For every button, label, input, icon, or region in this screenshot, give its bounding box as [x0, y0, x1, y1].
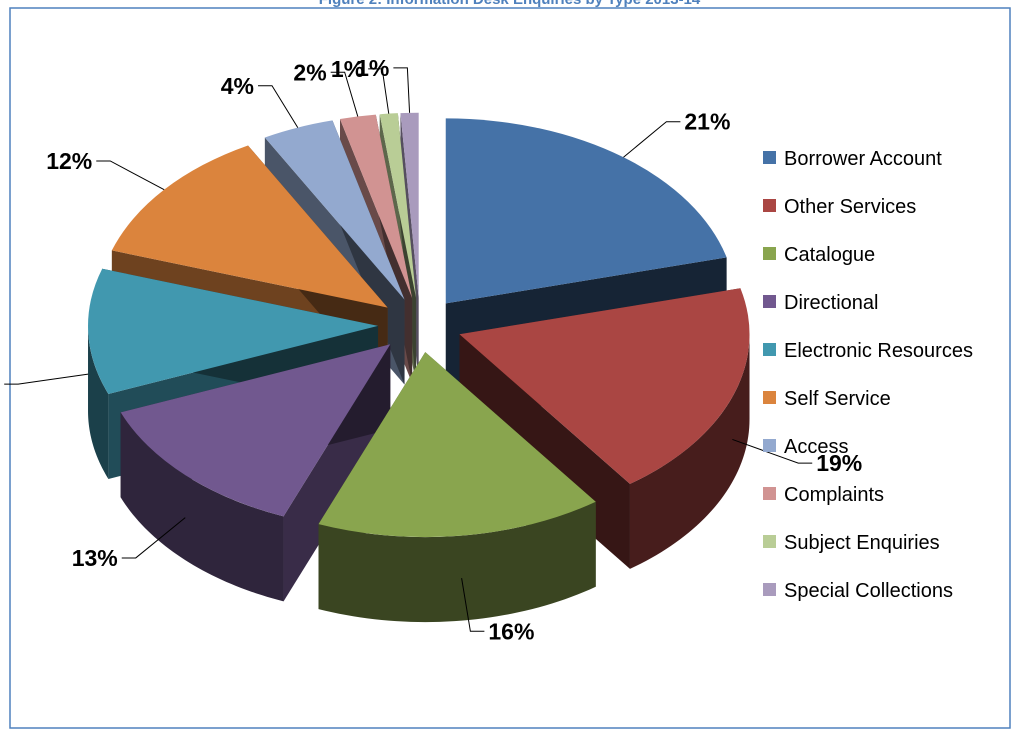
data-labels: 21%19%16%13%11%12%4%2%1%1% [0, 55, 862, 644]
legend-entry-access: Access [763, 436, 848, 458]
data-label-subject-enquiries: 1% [331, 56, 364, 82]
plot-border [9, 7, 1011, 729]
slice-borrower-account[interactable] [445, 118, 727, 304]
data-label-borrower-account: 21% [684, 109, 730, 135]
data-label-access: 4% [221, 73, 254, 99]
legend-label-self-service: Self Service [784, 388, 891, 410]
slice-complaints[interactable] [340, 114, 413, 299]
data-label-catalogue: 16% [488, 618, 534, 644]
legend-label-special-collections: Special Collections [784, 580, 953, 602]
legend-label-subject-enquiries: Subject Enquiries [784, 532, 940, 554]
legend-swatch-catalogue [763, 247, 776, 260]
slice-side-directional [120, 412, 284, 602]
legend-label-directional: Directional [784, 292, 878, 314]
chart-title: Figure 2: Information Desk Enquiries by … [0, 0, 1019, 8]
legend-label-other-services: Other Services [784, 196, 916, 218]
legend-swatch-directional [763, 295, 776, 308]
slice-catalogue[interactable] [318, 352, 596, 538]
legend-entry-borrower-account: Borrower Account [763, 148, 942, 170]
leader-line-electronic-resources [4, 373, 89, 385]
legend-swatch-access [763, 439, 776, 452]
slice-other-services[interactable] [459, 288, 750, 484]
legend-swatch-electronic-resources [763, 343, 776, 356]
slice-subject-enquiries[interactable] [379, 113, 417, 298]
data-label-directional: 13% [72, 545, 118, 571]
slice-side-electronic-resources [88, 325, 109, 479]
data-label-complaints: 2% [293, 59, 326, 85]
legend-entry-directional: Directional [763, 292, 878, 314]
slice-electronic-resources[interactable] [88, 268, 379, 394]
leader-lines [4, 67, 813, 632]
legend-swatch-self-service [763, 391, 776, 404]
leader-line-complaints [330, 71, 359, 117]
data-label-self-service: 12% [46, 148, 92, 174]
slice-side-other-services [629, 334, 750, 569]
slice-self-service[interactable] [111, 145, 388, 308]
legend: Borrower Account Other Services Catalogue D… [763, 148, 973, 602]
legend-entry-subject-enquiries: Subject Enquiries [763, 532, 940, 554]
slice-access[interactable] [264, 120, 405, 300]
legend-swatch-special-collections [763, 583, 776, 596]
legend-entry-electronic-resources: Electronic Resources [763, 340, 973, 362]
legend-entry-self-service: Self Service [763, 388, 891, 410]
legend-swatch-other-services [763, 199, 776, 212]
legend-entry-catalogue: Catalogue [763, 244, 875, 266]
leader-line-self-service [96, 160, 165, 191]
leader-line-directional [121, 517, 186, 559]
leader-line-other-services [732, 438, 813, 464]
legend-label-electronic-resources: Electronic Resources [784, 340, 973, 362]
legend-label-complaints: Complaints [784, 484, 884, 506]
slice-special-collections[interactable] [400, 112, 419, 298]
leader-line-borrower-account [623, 121, 681, 158]
leader-line-catalogue [461, 578, 485, 632]
legend-label-catalogue: Catalogue [784, 244, 875, 266]
legend-entry-other-services: Other Services [763, 196, 916, 218]
data-label-special-collections: 1% [356, 55, 389, 81]
legend-label-borrower-account: Borrower Account [784, 148, 942, 170]
legend-swatch-complaints [763, 487, 776, 500]
legend-entry-complaints: Complaints [763, 484, 884, 506]
legend-swatch-subject-enquiries [763, 535, 776, 548]
leader-line-subject-enquiries [368, 68, 390, 114]
leader-line-access [258, 85, 299, 128]
leader-line-special-collections [393, 67, 411, 113]
legend-swatch-borrower-account [763, 151, 776, 164]
legend-entry-special-collections: Special Collections [763, 580, 953, 602]
legend-label-access: Access [784, 436, 848, 458]
slice-directional[interactable] [120, 344, 391, 517]
pie-slices [88, 112, 750, 623]
data-label-other-services: 19% [816, 450, 862, 476]
slice-side-catalogue [318, 501, 596, 623]
